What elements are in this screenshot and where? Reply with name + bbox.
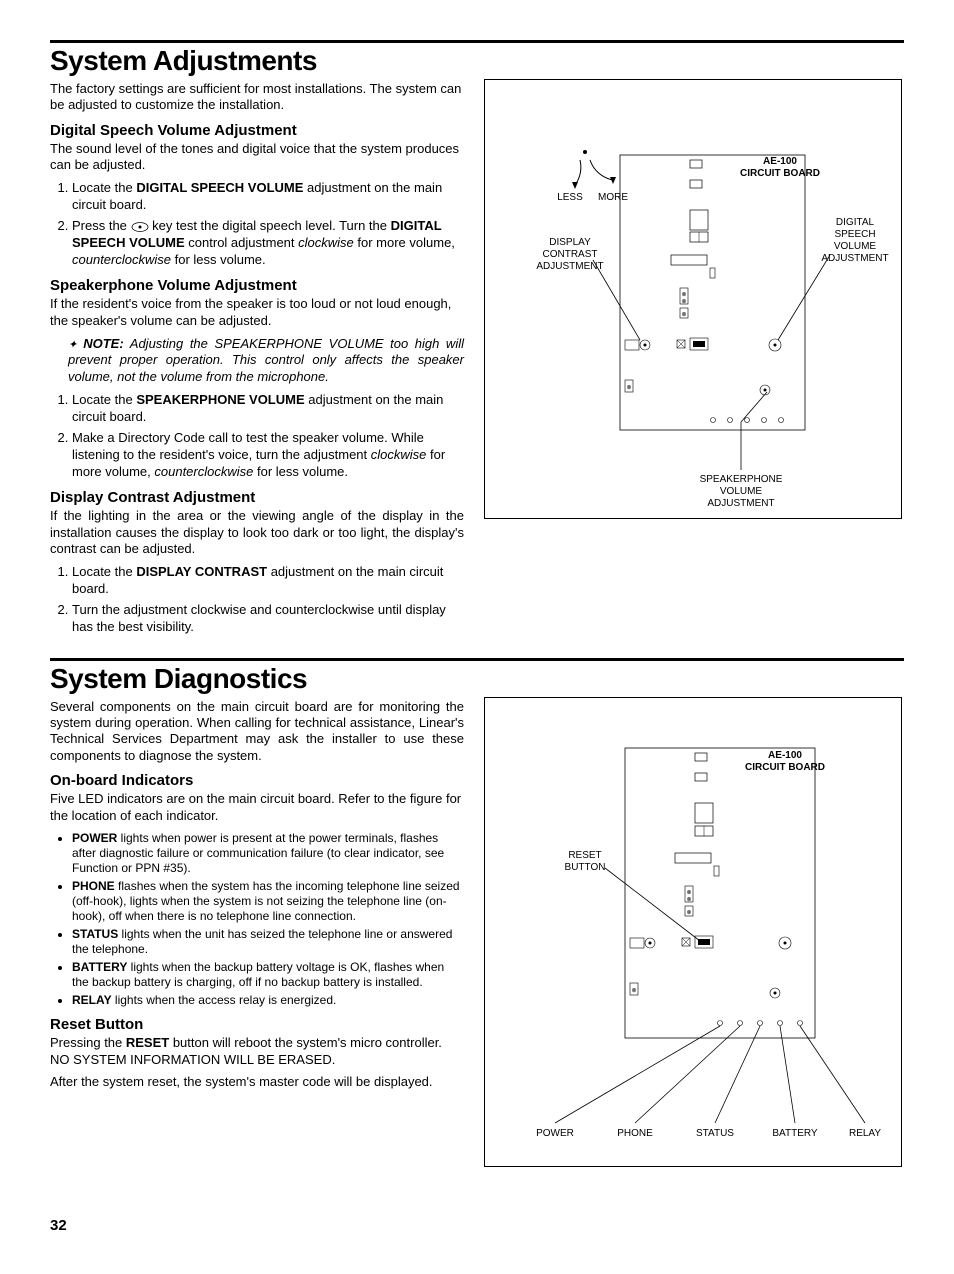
fig1-board-label-l2: CIRCUIT BOARD	[740, 168, 820, 179]
page: System Adjustments The factory settings …	[50, 40, 904, 1234]
svg-text:⊗: ⊗	[686, 890, 691, 896]
heading-display-contrast: Display Contrast Adjustment	[50, 489, 464, 506]
fig2-board-label-l1: AE-100	[768, 750, 802, 761]
speakerphone-steps: Locate the SPEAKERPHONE VOLUME adjustmen…	[50, 392, 464, 480]
heading-system-diagnostics: System Diagnostics	[50, 663, 904, 695]
fig2-reset-l1: RESET	[568, 850, 601, 861]
svg-text:⊗: ⊗	[681, 292, 686, 298]
indicator-relay: RELAY lights when the access relay is en…	[72, 993, 464, 1008]
indicators-intro: Five LED indicators are on the main circ…	[50, 791, 464, 825]
display-contrast-steps: Locate the DISPLAY CONTRAST adjustment o…	[50, 564, 464, 636]
indicator-status: STATUS lights when the unit has seized t…	[72, 927, 464, 957]
display-contrast-step2: Turn the adjustment clockwise and counte…	[72, 602, 464, 636]
indicator-power: POWER lights when power is present at th…	[72, 831, 464, 876]
fig1-dc-l3: ADJUSTMENT	[536, 261, 603, 272]
fig1-less: LESS	[557, 192, 583, 203]
reset-p1: Pressing the RESET button will reboot th…	[50, 1035, 464, 1069]
indicator-phone: PHONE flashes when the system has the in…	[72, 879, 464, 924]
fig2-relay: RELAY	[849, 1128, 881, 1139]
svg-text:⊗: ⊗	[681, 312, 686, 318]
indicator-battery: BATTERY lights when the backup battery v…	[72, 960, 464, 990]
fig2-status: STATUS	[696, 1128, 734, 1139]
svg-text:⊗: ⊗	[686, 910, 691, 916]
diagnostics-figure-column: AE-100 CIRCUIT BOARD ⊗⊗ ⊗	[484, 697, 904, 1187]
fig1-board-label-l1: AE-100	[763, 156, 797, 167]
svg-text:⊗: ⊗	[686, 897, 691, 903]
svg-text:⊗: ⊗	[626, 385, 631, 391]
key-icon	[131, 222, 149, 232]
fig1-sp-l2: VOLUME	[720, 486, 763, 497]
display-contrast-step1: Locate the DISPLAY CONTRAST adjustment o…	[72, 564, 464, 598]
section-diagnostics: System Diagnostics Several components on…	[50, 658, 904, 1187]
svg-text:⊗: ⊗	[631, 988, 636, 994]
fig1-ds-l3: VOLUME	[834, 241, 877, 252]
speakerphone-step2: Make a Directory Code call to test the s…	[72, 430, 464, 481]
display-contrast-intro: If the lighting in the area or the viewi…	[50, 508, 464, 559]
fig1-dc-l1: DISPLAY	[549, 237, 591, 248]
svg-text:⊗: ⊗	[681, 299, 686, 305]
indicators-list: POWER lights when power is present at th…	[50, 831, 464, 1008]
heading-digital-speech: Digital Speech Volume Adjustment	[50, 122, 464, 139]
fig1-sp-l1: SPEAKERPHONE	[700, 474, 783, 485]
heading-indicators: On-board Indicators	[50, 772, 464, 789]
heading-reset: Reset Button	[50, 1016, 464, 1033]
speakerphone-step1: Locate the SPEAKERPHONE VOLUME adjustmen…	[72, 392, 464, 426]
speakerphone-note: ✦ NOTE: Adjusting the SPEAKERPHONE VOLUM…	[68, 336, 464, 387]
page-number: 32	[50, 1217, 904, 1234]
digital-speech-steps: Locate the DIGITAL SPEECH VOLUME adjustm…	[50, 180, 464, 268]
adjustments-text-column: The factory settings are sufficient for …	[50, 79, 464, 642]
reset-p2: After the system reset, the system's mas…	[50, 1074, 464, 1091]
speakerphone-intro: If the resident's voice from the speaker…	[50, 296, 464, 330]
heading-system-adjustments: System Adjustments	[50, 45, 904, 77]
diamond-icon: ✦	[68, 339, 83, 351]
digital-speech-step1: Locate the DIGITAL SPEECH VOLUME adjustm…	[72, 180, 464, 214]
section-adjustments: System Adjustments The factory settings …	[50, 40, 904, 642]
fig2-board-label-l2: CIRCUIT BOARD	[745, 762, 825, 773]
digital-speech-step2: Press the key test the digital speech le…	[72, 218, 464, 269]
fig1-more: MORE	[598, 192, 628, 203]
diagnostics-text-column: Several components on the main circuit b…	[50, 697, 464, 1187]
fig1-dc-l2: CONTRAST	[543, 249, 598, 260]
fig2-power: POWER	[536, 1128, 574, 1139]
fig1-ds-l1: DIGITAL	[836, 217, 875, 228]
figure-circuit-board-diagnostics: AE-100 CIRCUIT BOARD ⊗⊗ ⊗	[484, 697, 902, 1167]
heading-speakerphone: Speakerphone Volume Adjustment	[50, 277, 464, 294]
adjustments-figure-column: AE-100 CIRCUIT BOARD LESS MORE	[484, 79, 904, 642]
fig1-sp-l3: ADJUSTMENT	[707, 498, 774, 509]
figure-circuit-board-adjustments: AE-100 CIRCUIT BOARD LESS MORE	[484, 79, 902, 519]
diagnostics-intro: Several components on the main circuit b…	[50, 699, 464, 764]
adjustments-intro: The factory settings are sufficient for …	[50, 81, 464, 114]
fig2-phone: PHONE	[617, 1128, 653, 1139]
fig1-ds-l4: ADJUSTMENT	[821, 253, 888, 264]
fig2-battery: BATTERY	[772, 1128, 818, 1139]
fig1-ds-l2: SPEECH	[834, 229, 875, 240]
fig2-reset-l2: BUTTON	[565, 862, 606, 873]
digital-speech-intro: The sound level of the tones and digital…	[50, 141, 464, 175]
